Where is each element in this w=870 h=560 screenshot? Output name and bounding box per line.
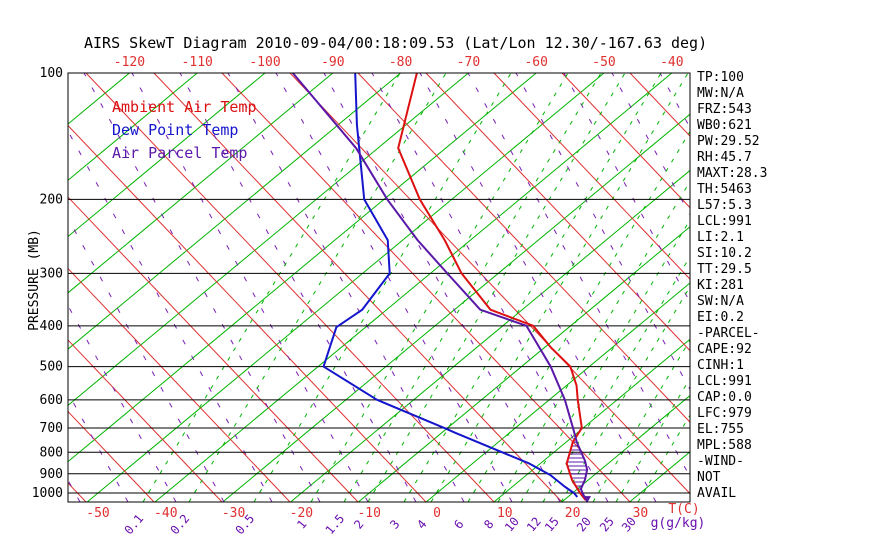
top-temp-tick: -90 <box>321 55 344 70</box>
mixing-ratio-tick: 4 <box>414 517 429 532</box>
stat-line: EI:0.2 <box>697 310 744 325</box>
top-temp-tick: -80 <box>389 55 412 70</box>
stat-line: LCL:991 <box>697 214 752 229</box>
bottom-temp-tick: 20 <box>565 506 581 521</box>
mixing-ratio-tick: 15 <box>542 514 562 534</box>
legend-item: Ambient Air Temp <box>112 98 257 116</box>
isotherm-gridlines <box>68 73 690 502</box>
dry-adiabat-gridlines <box>68 73 690 502</box>
stat-line: WB0:621 <box>697 118 752 133</box>
mixing-ratio-tick: 3 <box>387 517 402 532</box>
stat-line: TP:100 <box>697 70 744 85</box>
ambient-temp-curve <box>397 73 587 501</box>
stat-line: CAP:0.0 <box>697 390 752 405</box>
pressure-tick: 900 <box>40 467 63 482</box>
stat-line: MW:N/A <box>697 86 744 101</box>
mixing-unit-label: g(g/kg) <box>651 516 706 531</box>
stat-line: MAXT:28.3 <box>697 166 768 181</box>
stat-line: SI:10.2 <box>697 246 752 261</box>
stat-line: RH:45.7 <box>697 150 752 165</box>
legend-item: Dew Point Temp <box>112 121 239 139</box>
mixing-ratio-tick: 25 <box>597 514 617 534</box>
stat-line: CAPE:92 <box>697 342 752 357</box>
bottom-temp-tick: -20 <box>290 506 313 521</box>
legend-item: Air Parcel Temp <box>112 144 248 162</box>
top-temp-tick: -60 <box>524 55 547 70</box>
stat-line: KI:281 <box>697 278 744 293</box>
stat-line: TH:5463 <box>697 182 752 197</box>
stat-line: PW:29.52 <box>697 134 760 149</box>
pressure-tick: 100 <box>40 66 63 81</box>
stat-line: MPL:588 <box>697 438 752 453</box>
temp-unit-label: T(C) <box>668 502 699 517</box>
top-temp-tick: -100 <box>249 55 280 70</box>
pressure-tick: 1000 <box>32 486 63 501</box>
top-temp-tick: -50 <box>592 55 615 70</box>
stat-line: AVAIL <box>697 486 737 501</box>
stat-line: LI:2.1 <box>697 230 744 245</box>
pressure-axis-labels: 100 200 300 400 500 600 700 800 900 1000 PRESSURE … <box>27 66 63 501</box>
stat-line: LCL:991 <box>697 374 752 389</box>
top-temp-tick: -120 <box>114 55 145 70</box>
top-temp-tick: -110 <box>182 55 213 70</box>
stats-panel: TP:100 MW:N/A FRZ:543 WB0:621 PW:29.52 RH:45.… <box>697 70 767 502</box>
top-temp-tick: -70 <box>457 55 480 70</box>
bottom-temp-tick: 30 <box>633 506 649 521</box>
stat-line: LFC:979 <box>697 406 752 421</box>
mixing-ratio-tick: 6 <box>451 517 466 532</box>
parcel-curve <box>292 73 589 501</box>
bottom-temp-axis-labels: -50 -40 -30 -20 -10 0 10 20 30 T(C) <box>86 502 699 521</box>
pressure-tick: 700 <box>40 421 63 436</box>
bottom-temp-tick: -30 <box>222 506 245 521</box>
bottom-temp-tick: 10 <box>497 506 513 521</box>
stat-line: CINH:1 <box>697 358 744 373</box>
stat-line: TT:29.5 <box>697 262 752 277</box>
mixing-ratio-tick: 12 <box>524 514 544 534</box>
stat-line: -WIND- <box>697 454 744 469</box>
bottom-temp-tick: 0 <box>433 506 441 521</box>
top-temp-axis-labels: -120 -110 -100 -90 -80 -70 -60 -50 -40 <box>114 55 684 70</box>
stat-line: EL:755 <box>697 422 744 437</box>
pressure-tick: 600 <box>40 393 63 408</box>
mixing-ratio-tick: 0.1 <box>122 512 147 538</box>
pressure-tick: 200 <box>40 192 63 207</box>
pressure-tick: 800 <box>40 445 63 460</box>
legend: Ambient Air Temp Dew Point Temp Air Parcel… <box>112 96 257 165</box>
stat-line: NOT <box>697 470 721 485</box>
stat-line: SW:N/A <box>697 294 744 309</box>
bottom-temp-tick: -10 <box>357 506 380 521</box>
plot-frame <box>67 72 691 503</box>
mixing-ratio-tick: 1.5 <box>323 512 348 538</box>
parcel-arrowhead <box>583 496 592 502</box>
bottom-temp-tick: -50 <box>86 506 109 521</box>
pressure-axis-title: PRESSURE (MB) <box>27 229 42 331</box>
stat-line: -PARCEL- <box>697 326 760 341</box>
pressure-tick: 400 <box>40 319 63 334</box>
dewpoint-curve <box>322 73 579 498</box>
mixing-ratio-tick: 8 <box>481 517 496 532</box>
pressure-tick: 300 <box>40 266 63 281</box>
bottom-temp-tick: -40 <box>154 506 177 521</box>
stat-line: L57:5.3 <box>697 198 752 213</box>
pressure-tick: 500 <box>40 360 63 375</box>
chart-title: AIRS SkewT Diagram 2010-09-04/00:18:09.5… <box>84 34 708 52</box>
stat-line: FRZ:543 <box>697 102 752 117</box>
top-temp-tick: -40 <box>660 55 683 70</box>
